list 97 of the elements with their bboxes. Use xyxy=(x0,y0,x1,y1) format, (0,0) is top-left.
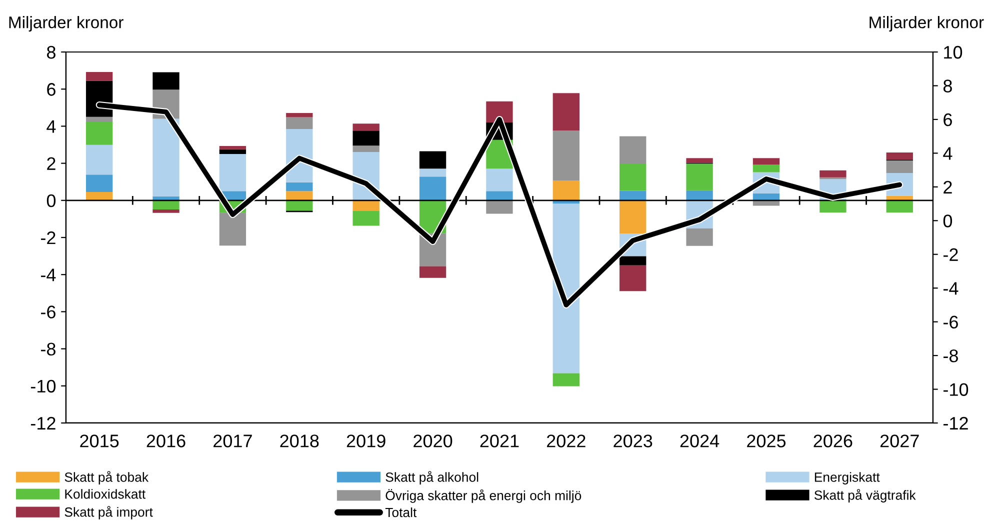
y-tick-label: -10 xyxy=(30,380,56,393)
bar xyxy=(620,200,646,234)
bar xyxy=(86,144,113,175)
bar xyxy=(886,160,913,173)
y2-axis-title: Miljarder kronor xyxy=(870,16,984,32)
legend-label: Övriga skatter på energi och miljö xyxy=(386,489,582,503)
y2-tick-label: 2 xyxy=(944,180,952,194)
x-tick-label: 2017 xyxy=(214,434,252,448)
bar xyxy=(219,149,246,154)
bar xyxy=(86,174,113,192)
x-tick-label: 2023 xyxy=(614,434,652,448)
y-tick-label: 6 xyxy=(47,83,56,96)
bar xyxy=(552,180,580,200)
y2-tick-label: -10 xyxy=(944,383,968,396)
y2-tick-label: -6 xyxy=(944,316,958,329)
bar xyxy=(820,170,846,178)
bar xyxy=(686,190,713,200)
x-tick-label: 2018 xyxy=(280,434,319,448)
bar xyxy=(219,146,246,150)
legend-label: Totalt xyxy=(385,507,417,518)
y2-tick-label: -2 xyxy=(944,248,958,261)
x-tick-label: 2016 xyxy=(146,434,186,448)
bar xyxy=(686,158,713,163)
bar xyxy=(552,130,580,181)
bar xyxy=(352,146,380,152)
legend-label: Skatt på alkohol xyxy=(386,471,478,484)
bar xyxy=(752,164,780,172)
bar xyxy=(886,152,913,160)
y2-tick-label: -12 xyxy=(944,416,968,430)
bar xyxy=(752,200,780,206)
bar xyxy=(86,116,113,122)
bar xyxy=(486,168,513,192)
y-tick-label: 2 xyxy=(47,157,56,170)
y2-tick-label: 0 xyxy=(943,214,952,228)
y-tick-label: -6 xyxy=(40,306,56,318)
bar xyxy=(86,122,113,145)
bar xyxy=(219,212,246,246)
bar xyxy=(219,154,246,192)
y2-tick-label: -8 xyxy=(944,349,958,362)
bar xyxy=(620,164,646,191)
bar xyxy=(752,158,780,165)
bar xyxy=(86,72,113,81)
y-tick-label: 0 xyxy=(46,194,56,208)
bar xyxy=(486,101,513,122)
bar xyxy=(620,265,646,292)
legend-label: Skatt på vägtrafik xyxy=(814,489,916,502)
x-tick-label: 2022 xyxy=(546,434,586,448)
bar xyxy=(152,209,180,213)
bar xyxy=(352,210,380,226)
bar xyxy=(886,200,913,212)
bar xyxy=(552,93,580,131)
bar xyxy=(352,130,380,146)
bar xyxy=(486,200,513,214)
y-tick-label: 8 xyxy=(46,46,56,59)
bar xyxy=(419,176,446,200)
bar xyxy=(686,228,713,246)
y-tick-label: -2 xyxy=(40,231,56,244)
y-tick-label: -8 xyxy=(40,342,56,356)
legend-label: Koldioxidskatt xyxy=(65,489,146,499)
bar xyxy=(419,151,446,169)
bar xyxy=(286,117,313,129)
bar xyxy=(686,164,713,190)
x-tick-label: 2025 xyxy=(747,434,786,448)
x-tick-label: 2024 xyxy=(680,434,720,448)
bar xyxy=(419,168,446,177)
y-axis-title: Miljarder kronor xyxy=(9,16,124,32)
bar xyxy=(552,204,580,374)
bar xyxy=(552,373,580,386)
x-tick-label: 2020 xyxy=(414,434,452,448)
bar xyxy=(352,124,380,131)
bar xyxy=(286,200,313,211)
legend-label: Energiskatt xyxy=(814,472,880,484)
bar xyxy=(286,113,313,118)
x-tick-label: 2015 xyxy=(80,434,119,448)
y-tick-label: 4 xyxy=(46,120,56,133)
x-tick-label: 2019 xyxy=(346,434,386,448)
x-tick-label: 2021 xyxy=(480,434,519,448)
y2-tick-label: -4 xyxy=(944,282,958,295)
y2-tick-label: 8 xyxy=(943,80,952,92)
x-tick-label: 2027 xyxy=(880,434,919,448)
legend-label: Skatt på tobak xyxy=(64,471,149,484)
bar xyxy=(152,200,180,210)
bar xyxy=(419,266,446,278)
legend-label: Skatt på import xyxy=(64,506,153,520)
bar xyxy=(352,200,380,211)
y-tick-label: -12 xyxy=(30,416,56,430)
bar xyxy=(820,200,846,212)
bar xyxy=(620,136,646,164)
y2-tick-label: 4 xyxy=(943,147,952,160)
bar xyxy=(620,256,646,266)
bar xyxy=(286,182,313,192)
bar xyxy=(152,118,180,196)
y2-tick-label: 10 xyxy=(944,46,962,59)
y2-tick-label: 6 xyxy=(944,113,952,126)
bar xyxy=(152,72,180,90)
x-tick-label: 2026 xyxy=(814,434,852,448)
y-tick-label: -4 xyxy=(40,268,56,282)
